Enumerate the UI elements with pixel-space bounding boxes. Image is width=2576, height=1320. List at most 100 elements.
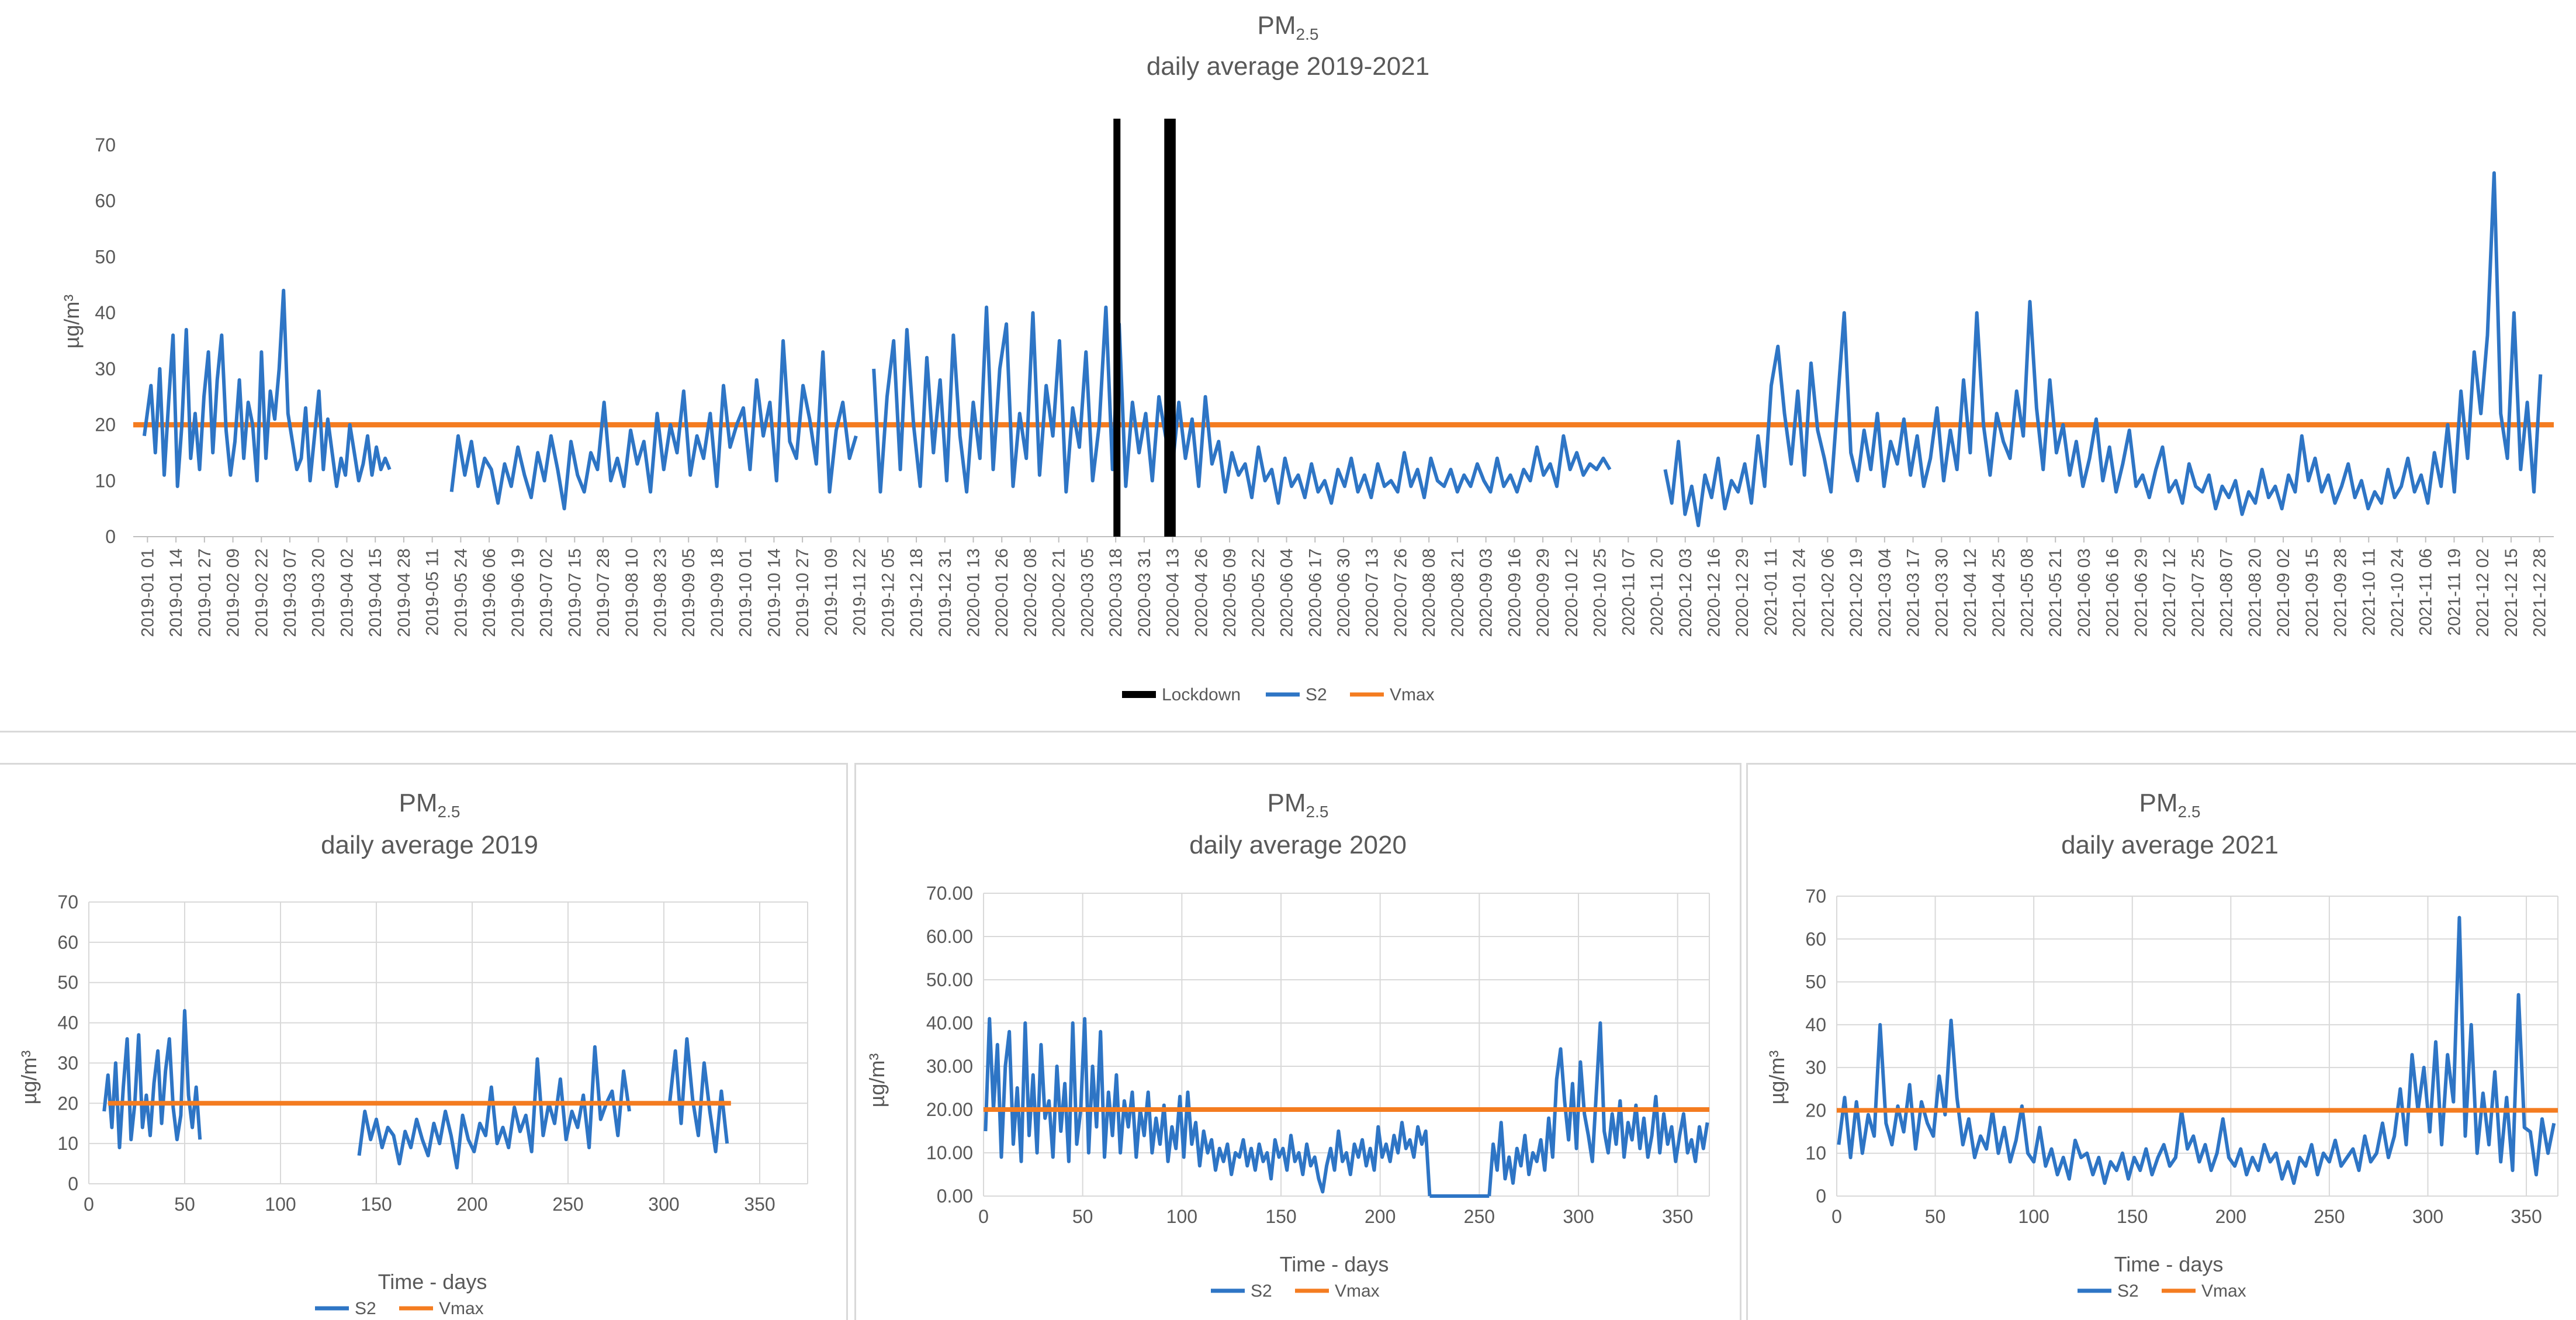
x-tick-label: 2020-11 07: [1619, 548, 1638, 636]
y-tick-label: 70: [1805, 886, 1826, 907]
x-tick-label: 2020-06 04: [1277, 548, 1297, 637]
x-tick-label: 2020-12 29: [1733, 548, 1752, 637]
chart-2021: PM2.5 daily average 2021 0 10 20 30 40 50 60 70…: [1765, 789, 2558, 1301]
x-tick-label: 2021-07 25: [2189, 548, 2208, 637]
y-tick-label: 0: [105, 526, 116, 547]
x-tick-label: 2021-05 08: [2018, 548, 2037, 637]
x-tick-label: 2021-11 19: [2445, 548, 2464, 636]
x-tick-label: 2019-01 14: [167, 548, 186, 637]
series-s2-line: [1663, 171, 2543, 527]
x-tick-label: 2019-06 06: [480, 548, 499, 637]
x-tick-label: 2021-10 24: [2388, 548, 2407, 637]
series-s2-line: [142, 288, 392, 488]
y-tick-label: 0: [68, 1173, 78, 1194]
y-tick-label: 70: [57, 891, 78, 913]
x-tick-label: 2020-07 13: [1363, 548, 1382, 637]
x-tick-label: 2020-03 31: [1135, 548, 1154, 637]
series-s2-line: [667, 1037, 729, 1153]
y-tick-label: 50: [57, 972, 78, 993]
x-tick-label: 2019-04 02: [337, 548, 356, 637]
x-axis-label: Time - days: [378, 1270, 487, 1294]
chart-2019-2021: PM2.5 daily average 2019-2021 0 10 20 30 40 5…: [60, 11, 2554, 704]
y-tick-label: 30: [57, 1052, 78, 1073]
panel-divider: [0, 731, 2576, 732]
x-tick-label: 2020-09 16: [1505, 548, 1524, 637]
x-tick-label: 2021-01 24: [1790, 548, 1809, 637]
y-tick-label: 20: [57, 1093, 78, 1114]
chart-title: PM2.5: [399, 789, 461, 821]
series-s2-line: [1487, 1021, 1709, 1197]
x-tick-label: 100: [265, 1194, 296, 1215]
y-tick-label: 40: [57, 1013, 78, 1034]
x-tick-label: 2021-10 11: [2359, 548, 2378, 636]
x-tick-label: 2019-04 15: [366, 548, 385, 637]
x-tick-label: 2019-12 31: [936, 548, 955, 637]
chart-title: PM2.5: [1268, 789, 1329, 821]
x-tick-label: 2019-07 28: [594, 548, 613, 637]
y-tick-label: 50: [1805, 972, 1826, 993]
series-s2-line: [872, 305, 1612, 505]
x-tick-label: 2020-12 03: [1676, 548, 1695, 637]
x-tick-label: 2020-06 17: [1306, 548, 1325, 637]
x-tick-label: 2021-06 29: [2131, 548, 2151, 637]
x-tick-label: 2019-09 18: [708, 548, 727, 637]
chart-title: PM2.5: [1258, 11, 1319, 43]
chart-panel-2020: PM2.5 daily average 2020 0.00 10.00 20.00 3…: [854, 763, 1741, 1320]
y-tick-label: 30: [1805, 1057, 1826, 1078]
y-tick-label: 60: [1805, 928, 1826, 949]
x-tick-label: 2021-02 06: [1818, 548, 1837, 637]
x-tick-label: 2021-03 17: [1904, 548, 1923, 637]
x-tick-label: 150: [361, 1194, 392, 1215]
x-tick-label: 2020-10 12: [1562, 548, 1581, 637]
x-tick-label: 250: [552, 1194, 583, 1215]
legend-label-s2: S2: [355, 1299, 376, 1318]
legend: Lockdown S2 Vmax: [1122, 685, 1435, 704]
x-tick-label: 2019-10 14: [764, 548, 784, 637]
x-tick-label: 2020-06 30: [1334, 548, 1353, 637]
chart-2019: PM2.5 daily average 2019 0 10 20 30 40 50 60 70…: [17, 789, 808, 1318]
x-tick-label: 2019-03 20: [309, 548, 328, 637]
x-tick-label: 2020-11 20: [1647, 548, 1667, 636]
x-tick-label: 0: [1831, 1206, 1842, 1227]
series-s2-line: [449, 339, 858, 511]
series-s2-line: [102, 1008, 202, 1149]
legend: S2 Vmax: [1211, 1281, 1380, 1301]
x-tick-label: 2021-06 03: [2075, 548, 2094, 637]
x-tick-label: 2021-04 25: [1989, 548, 2009, 637]
x-tick-label: 2020-03 18: [1106, 548, 1126, 637]
x-tick-label: 2020-01 26: [992, 548, 1012, 637]
series-s2-line: [357, 1045, 631, 1170]
y-tick-label: 60: [95, 191, 116, 212]
y-tick-label: 40: [1805, 1014, 1826, 1035]
x-tick-label: 2020-05 09: [1220, 548, 1239, 637]
x-tick-label: 2019-10 27: [793, 548, 812, 637]
x-tick-label: 2021-08 07: [2217, 548, 2236, 637]
x-tick-label: 2019-12 18: [907, 548, 926, 637]
x-tick-label: 2019-06 19: [508, 548, 528, 637]
x-tick-label: 2020-08 21: [1448, 548, 1467, 637]
x-tick-label: 150: [1265, 1206, 1296, 1227]
y-tick-label: 40.00: [926, 1013, 973, 1034]
x-tick-label: 2019-01 01: [138, 548, 157, 637]
y-tick-label: 10.00: [926, 1142, 973, 1163]
chart-subtitle: daily average 2019: [321, 831, 538, 859]
x-tick-label: 300: [648, 1194, 679, 1215]
legend-label-lockdown: Lockdown: [1162, 685, 1241, 704]
y-axis-label: µg/m³: [865, 1053, 889, 1108]
x-tick-label: 50: [1072, 1206, 1093, 1227]
x-tick-label: 2020-09 03: [1477, 548, 1496, 637]
legend-label-s2: S2: [1306, 685, 1327, 704]
y-axis-label: µg/m³: [17, 1051, 41, 1105]
x-tick-label: 250: [2314, 1206, 2345, 1227]
x-tick-label: 2019-08 23: [650, 548, 670, 637]
chart-title-subscript: 2.5: [2178, 803, 2201, 821]
x-tick-label: 2019-12 05: [878, 548, 898, 637]
legend-label-s2: S2: [2117, 1281, 2139, 1301]
x-tick-label: 300: [1563, 1206, 1594, 1227]
y-tick-label: 10: [57, 1133, 78, 1154]
x-tick-label: 2021-05 21: [2046, 548, 2065, 637]
x-tick-label: 2021-12 02: [2473, 548, 2492, 637]
y-axis-label: µg/m³: [60, 295, 84, 349]
x-tick-label: 100: [1166, 1206, 1197, 1227]
x-tick-label: 0: [978, 1206, 989, 1227]
